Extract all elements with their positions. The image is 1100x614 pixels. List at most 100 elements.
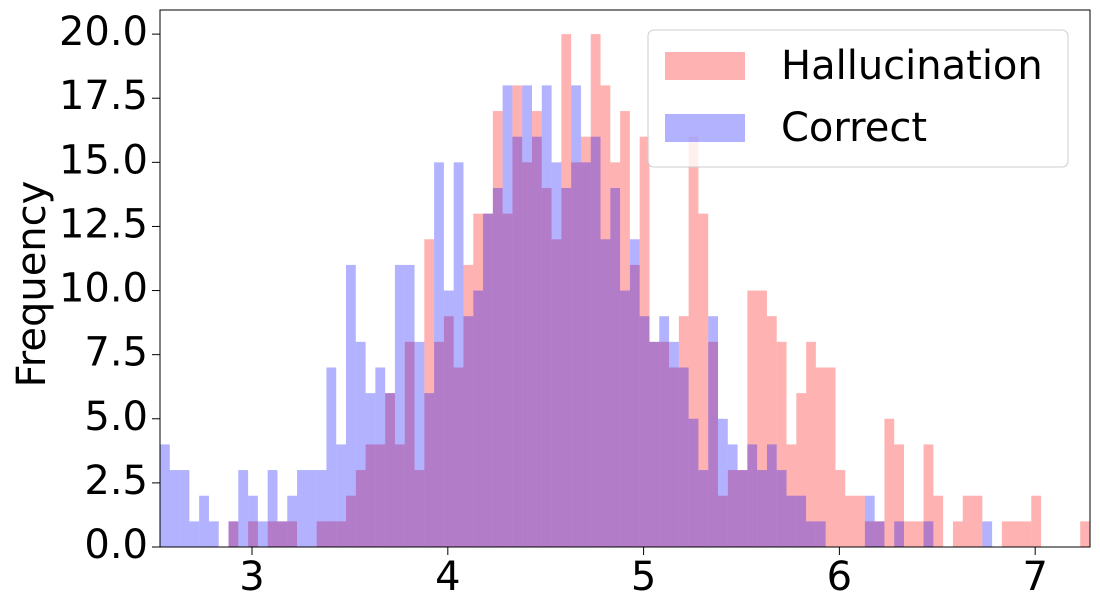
histogram-bar [248, 521, 258, 547]
histogram-bar [385, 393, 395, 547]
histogram-bar [737, 470, 748, 547]
histogram-bar [835, 470, 846, 547]
x-tick-label: 5 [631, 554, 656, 600]
histogram-bar [718, 418, 728, 547]
x-tick-label: 6 [827, 554, 852, 600]
histogram-bar [336, 521, 346, 547]
histogram-bar [532, 136, 542, 547]
histogram-bar [864, 495, 875, 547]
histogram-bar [659, 341, 670, 547]
histogram-bar [375, 367, 386, 547]
histogram-bar [316, 521, 327, 547]
histogram-bar [326, 521, 337, 547]
histogram-bar [248, 495, 258, 547]
histogram-bar [737, 470, 748, 547]
histogram-bar [688, 418, 699, 547]
histogram-bar [404, 341, 415, 547]
legend-label: Hallucination [781, 43, 1043, 89]
histogram-bar [365, 444, 376, 547]
histogram-bar [208, 521, 219, 547]
legend-box [647, 29, 1069, 168]
histogram-bar [561, 187, 572, 547]
histogram-bar [776, 341, 787, 547]
histogram-bar [483, 213, 493, 548]
histogram-bar [796, 393, 807, 547]
histogram-bar [678, 316, 689, 547]
histogram-bar [346, 264, 356, 547]
histogram-bar [541, 187, 552, 547]
histogram-bar [923, 521, 934, 547]
histogram-bar [522, 85, 532, 547]
histogram-bar [443, 290, 454, 547]
legend-label: Correct [781, 105, 927, 151]
histogram-bar [267, 470, 278, 547]
histogram-bar [806, 521, 816, 547]
histogram-bar [982, 521, 993, 547]
histogram-bar [424, 239, 435, 547]
histogram-bar [629, 264, 640, 547]
histogram-bar [600, 239, 611, 547]
histogram-bar [757, 290, 767, 547]
histogram-bar [453, 162, 464, 547]
histogram-bar [815, 521, 826, 547]
histogram-bar [698, 213, 709, 548]
y-tick-label: 12.5 [59, 201, 148, 247]
histogram-bar [815, 367, 826, 547]
y-tick-label: 5.0 [84, 394, 148, 440]
histogram-bar [551, 162, 562, 547]
histogram-bar [1021, 521, 1032, 547]
histogram-bar [904, 521, 914, 547]
histogram-bar [708, 341, 718, 547]
histogram-bar [620, 111, 630, 548]
histogram-bar [414, 341, 425, 547]
histogram-bar [1011, 521, 1022, 547]
histogram-bar [874, 521, 885, 547]
y-axis-label: Frequency [9, 181, 55, 388]
histogram-bar [394, 264, 405, 547]
histogram-bar [688, 136, 699, 547]
histogram-bar [492, 187, 503, 547]
histogram-bar [306, 470, 317, 547]
histogram-bar [346, 495, 356, 547]
histogram-bar [590, 136, 601, 547]
histogram-bar [492, 111, 503, 548]
histogram-bar [855, 495, 865, 547]
histogram-bar [551, 239, 562, 547]
histogram-bar [228, 521, 239, 547]
histogram-bar [718, 495, 728, 547]
histogram-bar [727, 444, 738, 547]
histogram-bar [443, 316, 454, 547]
y-tick-label: 20.0 [59, 9, 148, 55]
histogram-bar [502, 213, 513, 548]
histogram-bar [796, 495, 807, 547]
histogram-bar [267, 521, 278, 547]
histogram-bar [277, 521, 288, 547]
histogram-bar [600, 85, 611, 547]
histogram-bar [669, 341, 679, 547]
histogram-bar [326, 367, 337, 547]
histogram-bar [806, 341, 816, 547]
histogram-bar [316, 470, 327, 547]
histogram-bar [502, 85, 513, 547]
histogram-bar [786, 495, 797, 547]
y-tick-label: 2.5 [84, 458, 148, 504]
histogram-bar [580, 162, 591, 547]
histogram-bar [365, 393, 376, 547]
x-tick-label: 3 [239, 554, 264, 600]
histogram-bar [512, 136, 523, 547]
x-tick-label: 4 [435, 554, 460, 600]
histogram-bar [884, 418, 895, 547]
histogram-bar [512, 85, 523, 547]
histogram-bar [522, 162, 532, 547]
histogram-bar [580, 136, 591, 547]
histogram-bar [620, 290, 630, 547]
histogram-bar [786, 444, 797, 547]
histogram-bar [1080, 521, 1090, 547]
plot-frame [159, 9, 1091, 548]
histogram-bar [277, 521, 288, 547]
histogram-bar [571, 162, 581, 547]
histogram-bar [453, 367, 464, 547]
y-tick-label: 0.0 [84, 522, 148, 568]
histogram-bar [923, 444, 934, 547]
histogram-bar [845, 495, 856, 547]
